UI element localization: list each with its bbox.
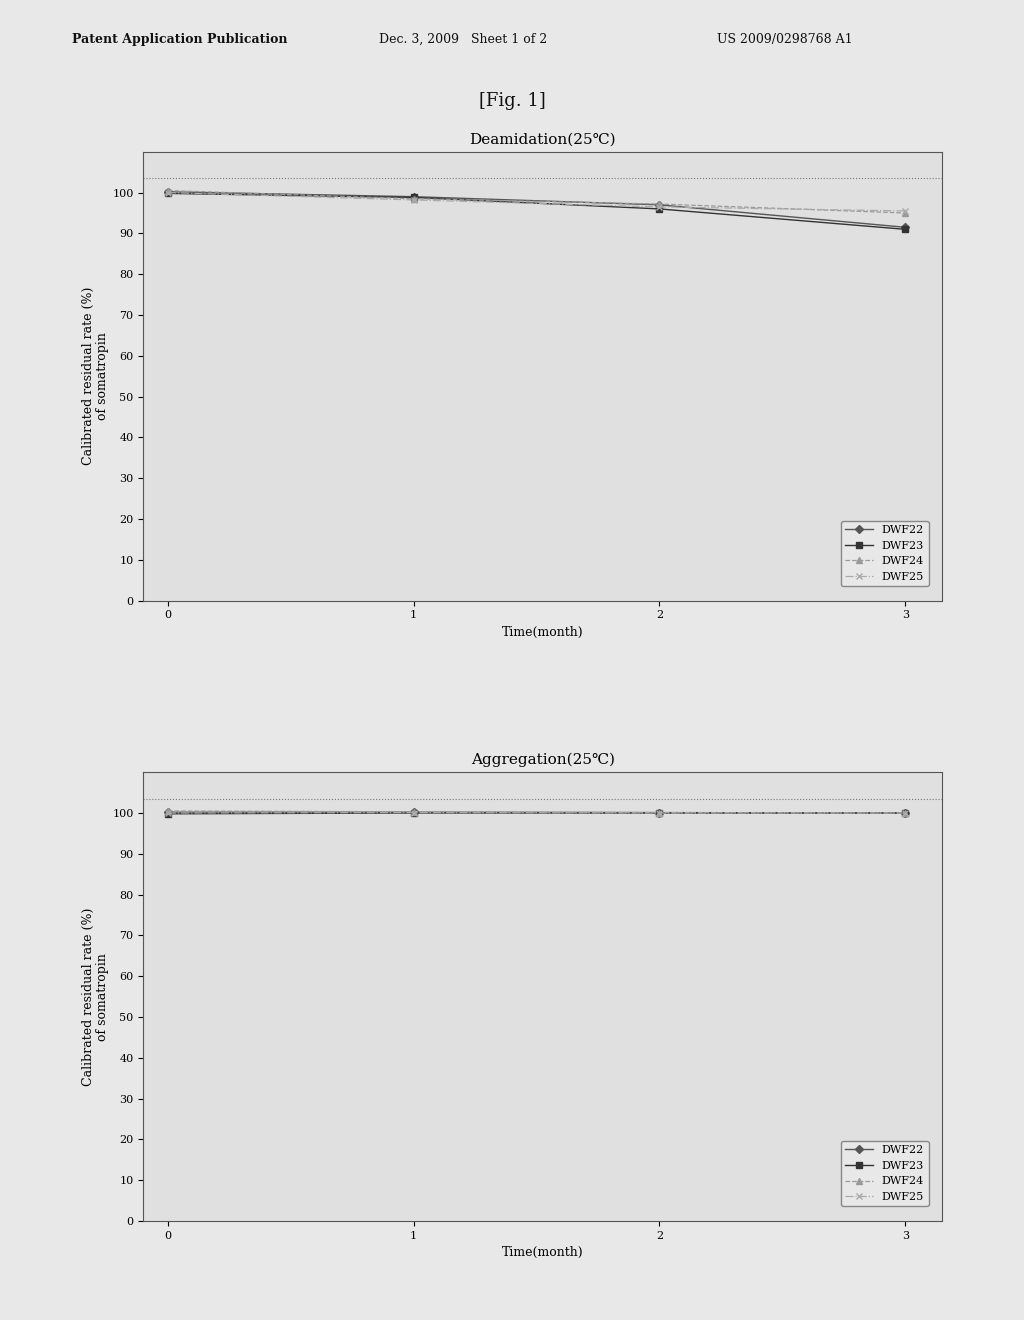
X-axis label: Time(month): Time(month) [502, 626, 584, 639]
Title: Deamidation(25℃): Deamidation(25℃) [469, 132, 616, 147]
Text: Dec. 3, 2009   Sheet 1 of 2: Dec. 3, 2009 Sheet 1 of 2 [379, 33, 547, 46]
Legend: DWF22, DWF23, DWF24, DWF25: DWF22, DWF23, DWF24, DWF25 [841, 520, 929, 586]
Y-axis label: Calibrated residual rate (%)
of somatropin: Calibrated residual rate (%) of somatrop… [82, 286, 110, 466]
X-axis label: Time(month): Time(month) [502, 1246, 584, 1259]
Text: Patent Application Publication: Patent Application Publication [72, 33, 287, 46]
Legend: DWF22, DWF23, DWF24, DWF25: DWF22, DWF23, DWF24, DWF25 [841, 1140, 929, 1206]
Text: US 2009/0298768 A1: US 2009/0298768 A1 [717, 33, 852, 46]
Title: Aggregation(25℃): Aggregation(25℃) [471, 752, 614, 767]
Text: [Fig. 1]: [Fig. 1] [478, 92, 546, 111]
Y-axis label: Calibrated residual rate (%)
of somatropin: Calibrated residual rate (%) of somatrop… [82, 907, 110, 1086]
